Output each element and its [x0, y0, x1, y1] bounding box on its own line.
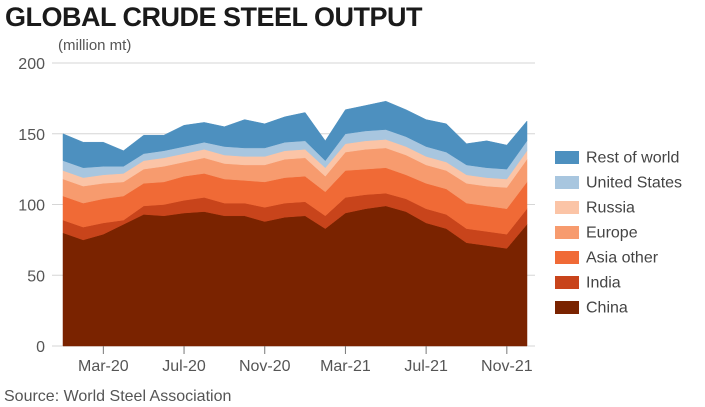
y-tick-label: 0 — [36, 339, 45, 356]
legend-label: United States — [586, 175, 682, 192]
legend-swatch — [555, 151, 579, 164]
legend-swatch — [555, 201, 579, 214]
x-tick-label: Nov-20 — [239, 358, 291, 375]
x-tick-label: Jul-20 — [162, 358, 206, 375]
y-tick-label: 100 — [18, 198, 45, 215]
x-tick-label: Mar-21 — [320, 358, 371, 375]
legend-item-europe: Europe — [555, 225, 638, 242]
legend-item-china: China — [555, 300, 628, 317]
x-tick-label: Jul-21 — [404, 358, 448, 375]
legend-item-rest-of-world: Rest of world — [555, 150, 679, 167]
legend-label: Russia — [586, 200, 635, 217]
y-tick-label: 50 — [27, 268, 45, 285]
legend-swatch — [555, 251, 579, 264]
y-tick-label: 200 — [18, 56, 45, 73]
legend-label: Rest of world — [586, 150, 679, 167]
legend-item-india: India — [555, 275, 621, 292]
x-tick-label: Nov-21 — [481, 358, 533, 375]
legend-item-russia: Russia — [555, 200, 635, 217]
source-note: Source: World Steel Association — [4, 388, 232, 405]
area-series — [62, 100, 528, 347]
legend-swatch — [555, 301, 579, 314]
legend-swatch — [555, 176, 579, 189]
chart-title: GLOBAL CRUDE STEEL OUTPUT — [5, 2, 423, 32]
y-axis-unit-label: (million mt) — [58, 37, 132, 54]
x-axis: Mar-20 Jul-20 Nov-20 Mar-21 Jul-21 Nov-21 — [78, 346, 533, 375]
x-tick-label: Mar-20 — [78, 358, 129, 375]
legend-item-asia-other: Asia other — [555, 250, 659, 267]
area-rest-of-world — [62, 100, 528, 170]
y-axis: 0 50 100 150 200 — [18, 56, 45, 356]
legend-item-united-states: United States — [555, 175, 682, 192]
legend: Rest of world United States Russia Europe As… — [555, 150, 682, 317]
legend-label: China — [586, 300, 628, 317]
legend-swatch — [555, 226, 579, 239]
legend-label: Europe — [586, 225, 638, 242]
legend-label: India — [586, 275, 621, 292]
legend-label: Asia other — [586, 250, 659, 267]
y-tick-label: 150 — [18, 127, 45, 144]
legend-swatch — [555, 276, 579, 289]
